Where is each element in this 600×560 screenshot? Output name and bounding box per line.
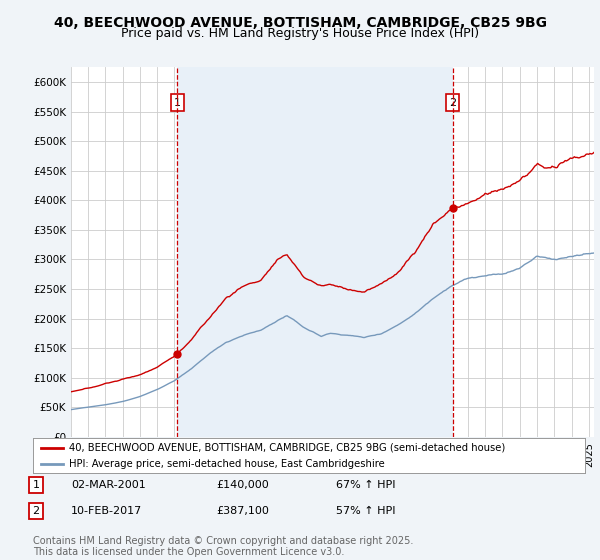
Text: 02-MAR-2001: 02-MAR-2001 [71, 480, 146, 490]
Text: £387,100: £387,100 [216, 506, 269, 516]
Text: 2: 2 [32, 506, 40, 516]
Bar [178, 67, 452, 437]
Text: Contains HM Land Registry data © Crown copyright and database right 2025.
This d: Contains HM Land Registry data © Crown c… [33, 535, 413, 557]
Text: £140,000: £140,000 [216, 480, 269, 490]
Text: 57% ↑ HPI: 57% ↑ HPI [336, 506, 395, 516]
Text: Price paid vs. HM Land Registry's House Price Index (HPI): Price paid vs. HM Land Registry's House … [121, 27, 479, 40]
Text: 40, BEECHWOOD AVENUE, BOTTISHAM, CAMBRIDGE, CB25 9BG: 40, BEECHWOOD AVENUE, BOTTISHAM, CAMBRID… [53, 16, 547, 30]
Text: HPI: Average price, semi-detached house, East Cambridgeshire: HPI: Average price, semi-detached house,… [69, 459, 385, 469]
Text: 67% ↑ HPI: 67% ↑ HPI [336, 480, 395, 490]
Text: 2: 2 [449, 97, 456, 108]
Text: 1: 1 [32, 480, 40, 490]
Text: 40, BEECHWOOD AVENUE, BOTTISHAM, CAMBRIDGE, CB25 9BG (semi-detached house): 40, BEECHWOOD AVENUE, BOTTISHAM, CAMBRID… [69, 443, 505, 453]
Text: 10-FEB-2017: 10-FEB-2017 [71, 506, 142, 516]
Text: 1: 1 [174, 97, 181, 108]
